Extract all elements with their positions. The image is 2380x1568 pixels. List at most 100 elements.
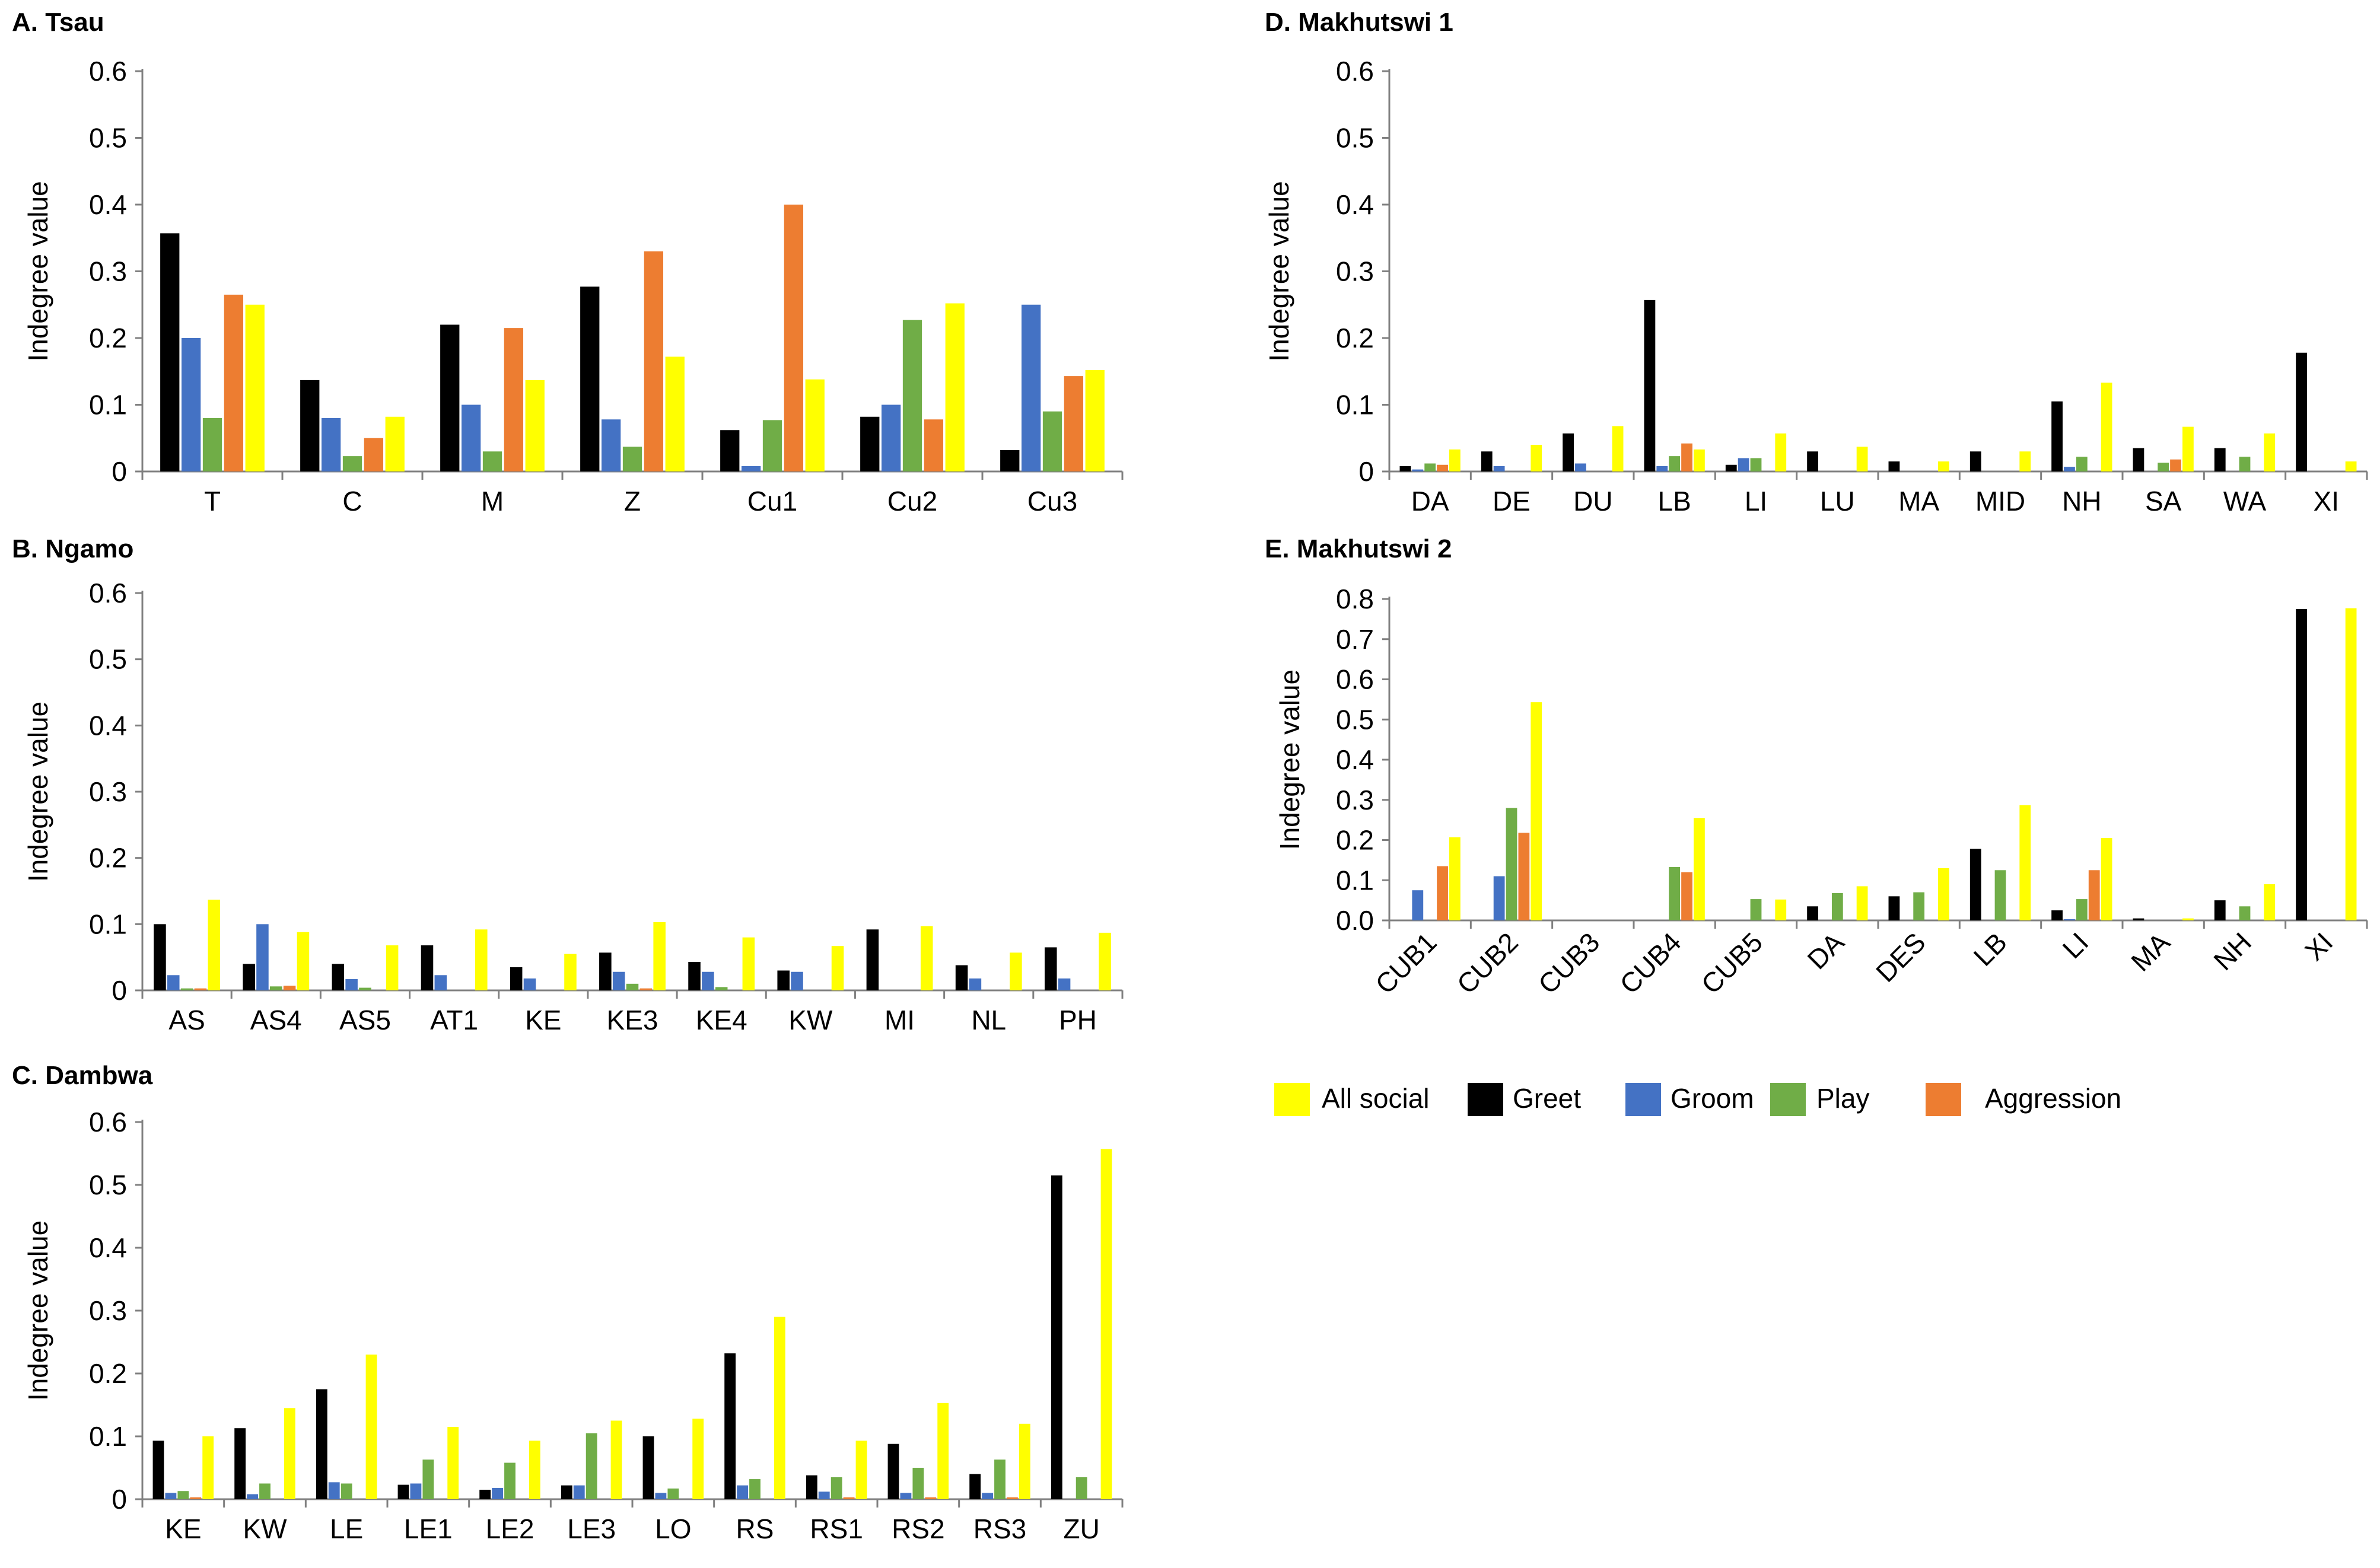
bar-play-cu1 [762, 420, 782, 471]
y-tick-label: 0.3 [89, 256, 127, 287]
bar-greet-as4 [243, 964, 255, 990]
x-tick-label: Cu1 [747, 486, 797, 517]
panel-tsau: A. Tsau 0 0.1 0.2 0.3 0.4 0.5 0.6 Indegree valu… [12, 8, 1124, 517]
x-tick-label: PH [1059, 1005, 1097, 1035]
y-tick-label: 0.1 [1336, 865, 1374, 895]
bar-groom-cub1 [1412, 890, 1424, 920]
y-tick-label: 0.5 [89, 123, 127, 154]
bar-play-cub2 [1506, 808, 1517, 920]
bar-greet-ke [152, 1440, 164, 1499]
bar-play-rs [749, 1479, 761, 1499]
bar-play-kw [259, 1483, 271, 1499]
bar-play-zu [1076, 1477, 1087, 1499]
x-tick-label: RS2 [892, 1513, 944, 1544]
bar-play-lb [1994, 870, 2006, 920]
bar-groom-nl [969, 978, 982, 990]
x-tick-label: LO [655, 1513, 691, 1544]
bar-groom-ke [523, 978, 536, 990]
bar-play-rs3 [994, 1459, 1006, 1499]
bar-all-social-rs3 [1019, 1423, 1030, 1499]
bar-aggression-z [644, 251, 664, 471]
x-tick-label: RS [736, 1513, 774, 1544]
bar-groom-kw [247, 1494, 258, 1499]
bar-aggression-cu3 [1064, 376, 1084, 471]
bar-groom-as [167, 975, 180, 990]
bar-aggression-cu1 [784, 205, 804, 471]
bar-groom-kw [791, 971, 803, 990]
bar-groom-rs3 [982, 1493, 993, 1499]
y-tick-label: 0.1 [89, 1421, 127, 1452]
bar-groom-cu1 [741, 466, 761, 471]
bar-play-li [2076, 899, 2088, 920]
bar-all-social-de [1531, 445, 1542, 471]
bar-all-social-rs [774, 1317, 785, 1499]
bar-greet-le [316, 1389, 327, 1499]
x-tick-label: KE4 [696, 1005, 747, 1035]
bar-groom-le3 [573, 1485, 585, 1499]
legend-label-aggression: Aggression [1985, 1083, 2121, 1114]
bar-greet-at1 [421, 945, 434, 990]
bar-play-as [180, 988, 193, 990]
panel-title-tsau: A. Tsau [12, 8, 104, 37]
bar-greet-rs2 [887, 1443, 899, 1499]
bar-greet-rs3 [969, 1474, 981, 1499]
bar-greet-cu3 [1000, 450, 1020, 471]
bar-groom-nh [2064, 467, 2075, 471]
bar-aggression-cub4 [1681, 872, 1692, 920]
bar-all-social-z [665, 356, 685, 471]
bar-all-social-le1 [447, 1427, 459, 1499]
bar-greet-z [580, 286, 600, 471]
x-tick-label: CUB5 [1695, 926, 1769, 1000]
x-tick-label: LI [1745, 486, 1767, 517]
bar-aggression-m [504, 328, 524, 471]
bar-greet-lb [1644, 299, 1656, 471]
bar-all-social-rs1 [855, 1440, 867, 1499]
bar-all-social-kw [831, 946, 844, 990]
y-tick-label: 0.6 [1336, 664, 1374, 695]
x-tick-label: XI [2314, 486, 2339, 517]
bar-greet-cu1 [720, 430, 740, 471]
bar-play-le2 [504, 1462, 516, 1499]
x-tick-label: NH [2207, 926, 2257, 976]
y-tick-label: 0.6 [89, 56, 127, 87]
bar-play-ke4 [715, 987, 728, 990]
x-tick-label: RS3 [973, 1513, 1026, 1544]
bar-greet-cu2 [860, 416, 880, 471]
y-tick-label: 0.4 [89, 710, 127, 741]
bar-play-rs1 [831, 1477, 842, 1499]
panel-title-ngamo: B. Ngamo [12, 534, 133, 563]
bar-all-social-nh [2101, 383, 2112, 471]
panel-title-makhutswi-2: E. Makhutswi 2 [1265, 534, 1452, 563]
legend-swatch-aggression [1926, 1083, 1961, 1116]
x-tick-label: T [204, 486, 221, 517]
bar-groom-m [461, 404, 481, 471]
bar-greet-ke [510, 967, 523, 990]
x-tick-label: SA [2145, 486, 2182, 517]
x-tick-label: WA [2223, 486, 2267, 517]
bar-all-social-wa [2264, 433, 2276, 471]
bar-all-social-ph [1099, 932, 1111, 990]
y-tick-label: 0 [112, 456, 127, 487]
legend-swatch-greet [1468, 1083, 1503, 1116]
legend-label-greet: Greet [1513, 1083, 1581, 1114]
bar-groom-cu3 [1021, 304, 1041, 471]
panel-makhutswi-1: D. Makhutswi 1 0 0.1 0.2 0.3 0.4 0.5 0.6 Indegr… [1264, 8, 2368, 517]
bar-play-li [1750, 458, 1762, 471]
bar-greet-ke4 [688, 961, 701, 990]
x-tick-label: KW [243, 1513, 287, 1544]
x-tick-label: NL [971, 1005, 1006, 1035]
x-tick-label: KE3 [607, 1005, 658, 1035]
bar-greet-de [1481, 451, 1493, 471]
bar-groom-ke [165, 1493, 177, 1499]
bar-play-c [342, 456, 362, 471]
bar-greet-rs1 [806, 1475, 817, 1499]
x-tick-label: LE2 [486, 1513, 534, 1544]
legend-swatch-play [1770, 1083, 1806, 1116]
legend: All social Greet Groom Play Aggression [1274, 1083, 2121, 1116]
bar-play-da [1831, 893, 1843, 920]
x-tick-label: LE3 [567, 1513, 616, 1544]
bar-groom-as4 [256, 924, 269, 990]
bar-groom-rs [737, 1485, 748, 1499]
bar-aggression-t [224, 294, 244, 471]
bar-aggression-rs2 [925, 1497, 937, 1499]
